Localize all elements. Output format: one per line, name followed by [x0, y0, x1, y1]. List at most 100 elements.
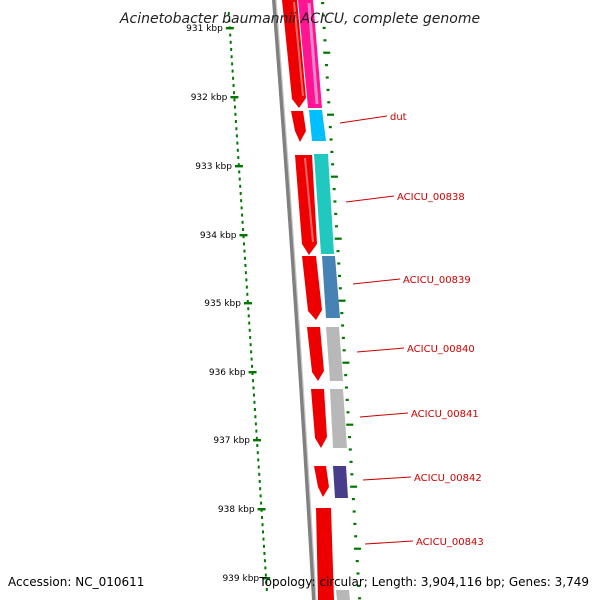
- ruler-dot: [257, 465, 260, 469]
- cds-shade: [293, 1, 304, 97]
- ruler-dot: [252, 386, 255, 390]
- ruler-dot: [242, 242, 245, 246]
- ruler-tick-label: 938 kbp: [218, 505, 255, 515]
- outer-tick: [357, 584, 361, 587]
- ruler-dot: [233, 91, 236, 95]
- cds-feature[interactable]: [311, 389, 327, 448]
- cds-feature[interactable]: [291, 111, 306, 142]
- ruler-dot: [261, 516, 264, 519]
- ruler-tick: [262, 577, 271, 580]
- outer-tick: [354, 535, 358, 538]
- outer-tick: [356, 572, 360, 575]
- outer-tick: [353, 522, 357, 525]
- ruler-dot: [246, 292, 249, 296]
- outer-ruler-ticks: [321, 2, 362, 600]
- gene-dut[interactable]: [309, 110, 326, 141]
- gene-label[interactable]: ACICU_00840: [407, 344, 475, 355]
- ruler-tick: [239, 234, 248, 237]
- gene-label[interactable]: ACICU_00838: [397, 192, 465, 203]
- outer-tick: [330, 150, 334, 153]
- ruler-tick: [243, 302, 252, 305]
- cds-feature[interactable]: [282, 0, 306, 108]
- ruler-dot: [229, 33, 232, 37]
- ruler-dot: [262, 544, 265, 548]
- accession-text: Accession: NC_010611: [8, 575, 144, 589]
- ruler-dot: [238, 170, 241, 174]
- cds-feature[interactable]: [307, 327, 324, 381]
- ruler-dot: [244, 271, 247, 275]
- outer-tick: [327, 113, 335, 116]
- cds-feature[interactable]: [316, 508, 334, 600]
- top-gene-shade: [307, 2, 319, 105]
- cds-strand-track: [282, 0, 334, 600]
- ruler-dot: [241, 220, 244, 224]
- ruler-dot: [262, 530, 265, 534]
- outer-tick: [334, 237, 342, 240]
- outer-tick: [324, 64, 328, 67]
- ruler-dot: [233, 98, 236, 102]
- cds-feature[interactable]: [314, 466, 329, 497]
- outer-tick: [344, 386, 348, 389]
- ruler-dot: [239, 184, 242, 188]
- ruler-dot: [261, 523, 264, 527]
- gene-ACICU_00841[interactable]: [330, 389, 347, 448]
- gene-label-leader: [364, 540, 414, 545]
- ruler-dot: [235, 127, 238, 131]
- ruler-dot: [245, 278, 248, 282]
- ruler-dot: [242, 228, 245, 231]
- ruler-dot: [252, 379, 255, 383]
- cds-shade: [304, 157, 314, 243]
- gene-label-leader: [359, 412, 409, 418]
- ruler-dot: [255, 429, 258, 433]
- outer-tick: [323, 39, 327, 42]
- gene-label[interactable]: dut: [390, 112, 407, 123]
- ruler-dot: [242, 235, 245, 239]
- ruler-tick-label: 937 kbp: [213, 436, 250, 446]
- gene-ACICU_00838[interactable]: [314, 154, 334, 254]
- ruler-dot: [252, 393, 255, 397]
- ruler-dot: [234, 120, 237, 123]
- ruler-dot: [241, 213, 244, 217]
- ruler-dot: [249, 336, 252, 339]
- outer-tick: [341, 324, 345, 327]
- outer-tick: [336, 250, 340, 253]
- gene-label[interactable]: ACICU_00841: [411, 409, 479, 420]
- ruler-dot: [251, 372, 254, 375]
- outer-tick: [321, 14, 325, 17]
- gene-ACICU_00839[interactable]: [322, 256, 340, 318]
- ruler-dot: [263, 552, 266, 555]
- outer-tick: [353, 547, 361, 550]
- outer-tick: [334, 212, 338, 215]
- outer-tick: [342, 361, 350, 364]
- ruler-dot: [230, 55, 233, 59]
- outer-tick: [338, 287, 342, 290]
- ruler-dot: [254, 422, 257, 426]
- ruler-dot: [248, 328, 251, 332]
- gene-ACICU_00840[interactable]: [326, 327, 343, 381]
- gene-label[interactable]: ACICU_00843: [416, 537, 484, 548]
- outer-tick: [337, 262, 341, 265]
- outer-tick: [348, 448, 352, 451]
- gene-ACICU_00843[interactable]: [336, 590, 350, 600]
- outer-tick: [322, 26, 326, 29]
- ruler-dot: [238, 177, 241, 181]
- outer-tick: [348, 436, 352, 439]
- gene-label-leader: [356, 347, 405, 353]
- outer-tick: [350, 485, 358, 488]
- ruler-dot: [229, 40, 232, 44]
- outer-tick: [340, 312, 344, 315]
- gene-ACICU_00842[interactable]: [333, 466, 348, 498]
- ruler-dot: [248, 321, 251, 325]
- gene-label[interactable]: ACICU_00839: [403, 275, 471, 286]
- outer-tick: [328, 126, 332, 129]
- ruler-dot: [256, 444, 259, 447]
- ruler-tick-label: 939 kbp: [222, 574, 259, 584]
- outer-tick: [350, 473, 354, 476]
- cds-feature[interactable]: [302, 256, 322, 320]
- ruler-dot: [246, 300, 249, 303]
- ruler-dot: [253, 400, 256, 404]
- ruler-tick-label: 932 kbp: [191, 93, 228, 103]
- ruler-dot: [258, 472, 261, 476]
- gene-label[interactable]: ACICU_00842: [414, 473, 482, 484]
